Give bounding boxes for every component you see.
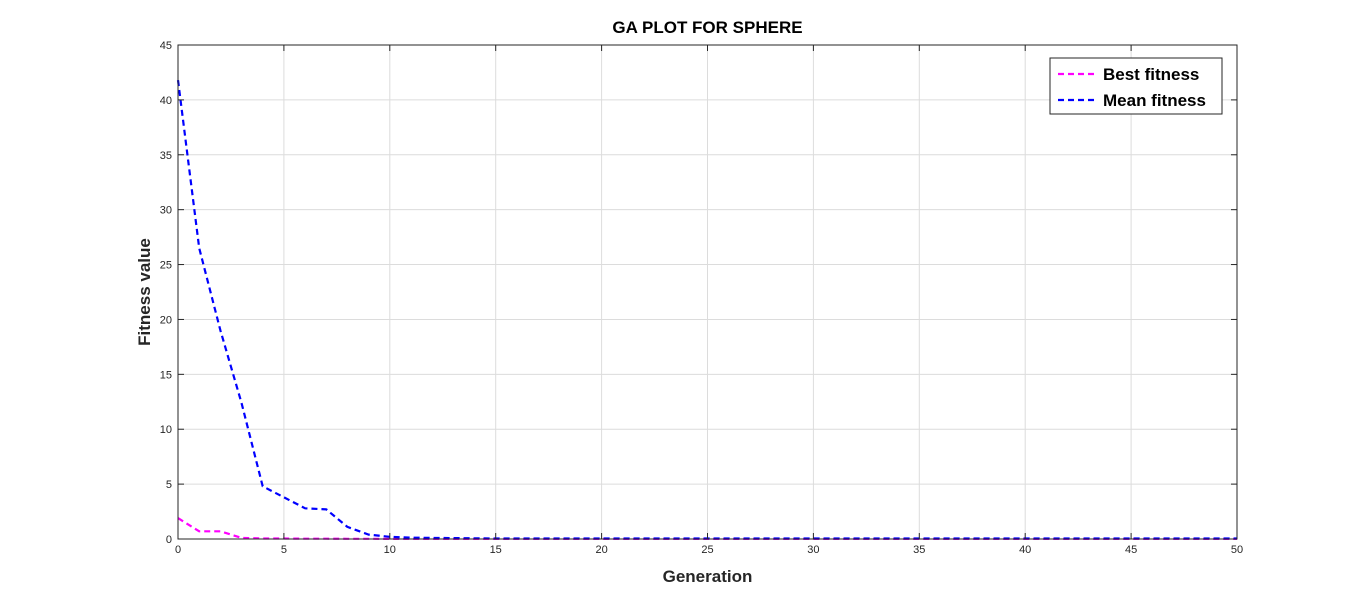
- y-tick-label: 40: [160, 95, 172, 107]
- x-axis-label: Generation: [663, 567, 753, 586]
- x-tick-label: 15: [490, 544, 502, 556]
- chart-title: GA PLOT FOR SPHERE: [612, 18, 802, 37]
- legend: Best fitness Mean fitness: [1049, 57, 1223, 115]
- x-tick-label: 10: [384, 544, 396, 556]
- x-tick-label: 40: [1019, 544, 1031, 556]
- x-tick-label: 5: [281, 544, 287, 556]
- x-tick-label: 0: [175, 544, 181, 556]
- x-tick-label: 35: [913, 544, 925, 556]
- legend-box: [1049, 57, 1223, 115]
- legend-label-1: Best fitness: [1103, 65, 1199, 84]
- x-tick-label: 50: [1231, 544, 1243, 556]
- x-tick-label: 20: [595, 544, 607, 556]
- y-tick-label: 35: [160, 150, 172, 162]
- y-axis-label: Fitness value: [135, 238, 154, 346]
- y-tick-label: 15: [160, 369, 172, 381]
- y-tick-label: 25: [160, 260, 172, 272]
- tick-marks: [177, 44, 1238, 540]
- y-tick-label: 0: [166, 534, 172, 546]
- y-tick-label: 30: [160, 205, 172, 217]
- x-tick-label: 30: [807, 544, 819, 556]
- y-tick-label: 45: [160, 40, 172, 52]
- legend-label-2: Mean fitness: [1103, 91, 1206, 110]
- y-tick-label: 5: [166, 479, 172, 491]
- x-tick-label: 45: [1125, 544, 1137, 556]
- tick-labels: 0 5 10 15 20 25 30 35 40 45 50 0 5 10 15 20 25 30 35 40 45: [160, 40, 1243, 556]
- y-tick-label: 20: [160, 314, 172, 326]
- y-tick-label: 10: [160, 424, 172, 436]
- x-tick-label: 25: [701, 544, 713, 556]
